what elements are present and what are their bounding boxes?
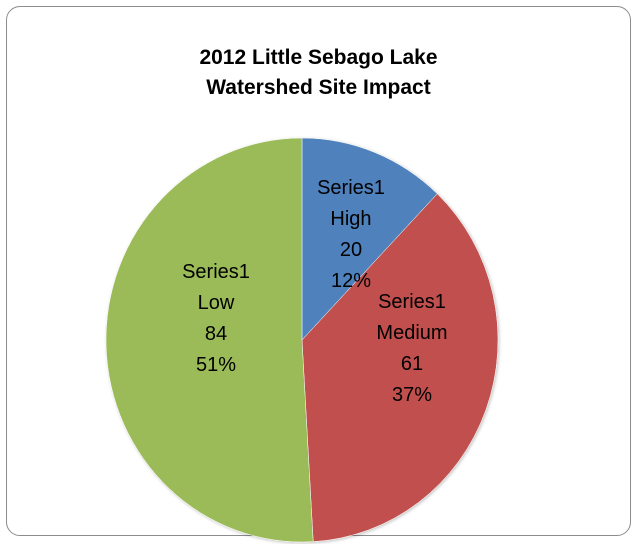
chart-title-line-2: Watershed Site Impact bbox=[206, 76, 431, 99]
pie-slice-low bbox=[105, 137, 314, 543]
legend-key-medium bbox=[364, 293, 374, 302]
data-label-high: Series1 High 20 12% bbox=[317, 177, 385, 292]
legend-key-low bbox=[168, 263, 178, 272]
legend-key-high bbox=[303, 179, 313, 188]
pie-slice-medium bbox=[301, 193, 499, 542]
data-label-low: Series1 Low 84 51% bbox=[182, 261, 250, 376]
chart-title-line-1: 2012 Little Sebago Lake bbox=[199, 46, 438, 69]
pie-slice-high bbox=[301, 137, 438, 341]
data-label-medium: Series1 Medium 61 37% bbox=[376, 291, 447, 406]
chart-title: 2012 Little Sebago Lake Watershed Site I… bbox=[7, 43, 630, 103]
